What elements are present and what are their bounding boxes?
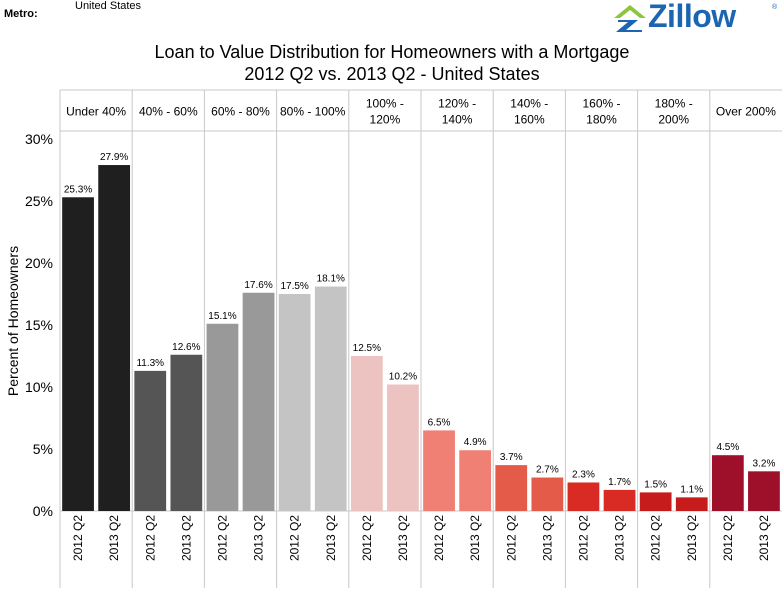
y-tick-label: 25% — [25, 193, 53, 209]
group-header-label: 120% - — [438, 97, 476, 111]
bar-value-label: 17.5% — [280, 281, 308, 292]
x-tick-label: 2012 Q2 — [504, 515, 518, 561]
group-header-label: Over 200% — [716, 105, 776, 119]
bar — [206, 323, 239, 511]
bar-value-label: 11.3% — [136, 358, 164, 369]
group-header-label: 180% — [586, 113, 617, 127]
y-tick-label: 5% — [33, 441, 53, 457]
x-tick-label: 2013 Q2 — [179, 515, 193, 561]
bar — [242, 292, 275, 511]
bar-value-label: 10.2% — [389, 372, 417, 383]
x-tick-label: 2012 Q2 — [143, 515, 157, 561]
x-tick-label: 2012 Q2 — [432, 515, 446, 561]
bar — [675, 497, 708, 511]
group-header-label: 120% — [370, 113, 401, 127]
y-tick-label: 20% — [25, 255, 53, 271]
bar-value-label: 3.7% — [500, 452, 523, 463]
group-header-label: 160% - — [582, 97, 620, 111]
x-tick-label: 2013 Q2 — [324, 515, 338, 561]
x-tick-label: 2013 Q2 — [613, 515, 627, 561]
bar-value-label: 1.1% — [680, 484, 703, 495]
bar — [748, 471, 780, 511]
bar — [314, 286, 347, 511]
x-tick-label: 2013 Q2 — [107, 515, 121, 561]
bar-value-label: 15.1% — [208, 311, 236, 322]
y-tick-label: 0% — [33, 503, 53, 519]
y-tick-label: 30% — [25, 131, 53, 147]
x-tick-label: 2013 Q2 — [396, 515, 410, 561]
bar — [278, 294, 311, 511]
bar — [423, 430, 455, 511]
group-header-label: Under 40% — [66, 105, 126, 119]
bar-value-label: 12.5% — [353, 343, 381, 354]
bar-value-label: 27.9% — [100, 152, 128, 163]
bar — [567, 482, 600, 511]
group-header-label: 60% - 80% — [211, 105, 270, 119]
zillow-wordmark: Zillow — [648, 0, 736, 34]
bar — [639, 492, 672, 511]
group-header-label: 180% - — [655, 97, 693, 111]
x-tick-label: 2012 Q2 — [721, 515, 735, 561]
bar-value-label: 4.5% — [716, 442, 739, 453]
bar — [531, 477, 564, 511]
bar — [350, 356, 383, 511]
bar-value-label: 1.7% — [608, 477, 631, 488]
zillow-logo: Zillow ® — [612, 0, 782, 36]
chart-subtitle: 2012 Q2 vs. 2013 Q2 - United States — [244, 64, 540, 84]
bar — [459, 450, 492, 511]
bar — [98, 165, 131, 512]
x-tick-label: 2013 Q2 — [540, 515, 554, 561]
group-header-label: 160% — [514, 113, 545, 127]
metro-value: United States — [75, 0, 142, 12]
bar-value-label: 2.3% — [572, 469, 595, 480]
bar — [387, 384, 419, 511]
bar — [170, 354, 203, 511]
chart-title: Loan to Value Distribution for Homeowner… — [154, 42, 630, 62]
x-tick-label: 2012 Q2 — [288, 515, 302, 561]
zillow-house-icon — [614, 5, 646, 32]
x-tick-label: 2013 Q2 — [252, 515, 266, 561]
x-tick-label: 2012 Q2 — [649, 515, 663, 561]
bar-value-label: 2.7% — [536, 465, 559, 476]
x-tick-label: 2012 Q2 — [71, 515, 85, 561]
x-tick-label: 2012 Q2 — [215, 515, 229, 561]
bar-value-label: 1.5% — [644, 479, 667, 490]
bar-value-label: 6.5% — [428, 417, 451, 428]
bar-value-label: 3.2% — [753, 458, 776, 469]
bar — [495, 465, 528, 511]
group-header-label: 140% - — [510, 97, 548, 111]
bar — [711, 455, 744, 511]
bar — [603, 489, 636, 511]
x-tick-label: 2013 Q2 — [685, 515, 699, 561]
bar-value-label: 25.3% — [64, 184, 92, 195]
x-tick-label: 2013 Q2 — [757, 515, 771, 561]
group-header-label: 200% — [658, 113, 689, 127]
x-tick-label: 2012 Q2 — [576, 515, 590, 561]
y-tick-label: 15% — [25, 317, 53, 333]
x-tick-label: 2013 Q2 — [468, 515, 482, 561]
group-header-label: 80% - 100% — [280, 105, 346, 119]
bar-value-label: 12.6% — [172, 342, 200, 353]
group-header-label: 100% - — [366, 97, 404, 111]
metro-label: Metro: — [4, 8, 38, 20]
registered-mark: ® — [772, 4, 778, 11]
bar-value-label: 17.6% — [244, 280, 272, 291]
x-tick-label: 2012 Q2 — [360, 515, 374, 561]
bar-value-label: 4.9% — [464, 437, 487, 448]
y-axis-label: Percent of Homeowners — [5, 246, 21, 396]
group-header-label: 40% - 60% — [139, 105, 198, 119]
bar — [62, 197, 94, 511]
y-tick-label: 10% — [25, 379, 53, 395]
bar-value-label: 18.1% — [317, 274, 345, 285]
bar — [134, 370, 167, 511]
group-header-label: 140% — [442, 113, 473, 127]
